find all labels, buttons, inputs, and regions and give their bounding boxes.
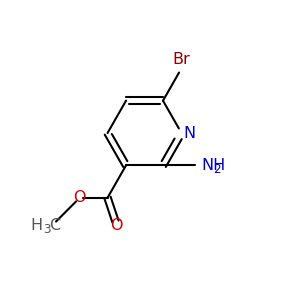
Text: Br: Br xyxy=(172,52,190,67)
Text: 3: 3 xyxy=(43,223,50,236)
Text: N: N xyxy=(183,125,195,140)
Text: NH: NH xyxy=(201,158,225,173)
Text: O: O xyxy=(74,190,86,205)
Text: O: O xyxy=(110,218,123,233)
Text: H: H xyxy=(31,218,43,233)
Text: 2: 2 xyxy=(213,163,221,176)
Text: C: C xyxy=(49,218,61,233)
